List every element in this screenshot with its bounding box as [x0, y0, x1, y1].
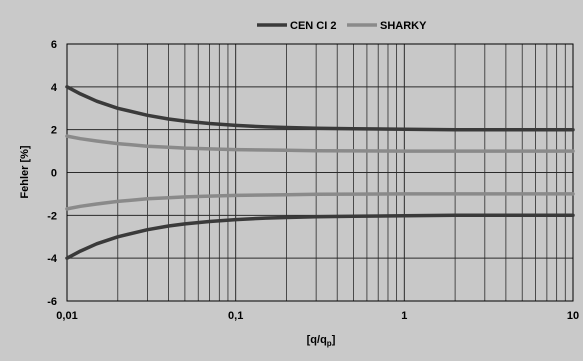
series-line-sharky: [65, 134, 575, 153]
series-line-cen-ci-2: [65, 85, 575, 132]
y-axis-title: Fehler [%]: [19, 145, 31, 199]
series-line-sharky: [65, 192, 575, 211]
y-tick-label: -6: [47, 296, 57, 308]
x-axis-title: [q/qp]: [307, 334, 336, 348]
y-tick-label: 0: [51, 168, 57, 180]
series-layer: [65, 85, 575, 260]
legend: CEN CI 2 SHARKY: [257, 20, 427, 32]
legend-label-cen: CEN CI 2: [290, 20, 336, 32]
y-tick-label: -2: [47, 210, 57, 222]
x-tick-label: 1: [401, 310, 407, 322]
y-tick-label: 4: [51, 82, 58, 94]
y-tick-label: 6: [51, 39, 57, 51]
x-tick-label: 0,1: [228, 310, 243, 322]
y-tick-label: -4: [47, 253, 58, 265]
x-tick-label: 10: [567, 310, 579, 322]
legend-label-sharky: SHARKY: [380, 20, 427, 32]
series-line-cen-ci-2: [65, 213, 575, 260]
tick-labels: 0,01 0,1 1 10 -6 -4 -2 0 2 4 6: [47, 39, 579, 322]
plot-border: [66, 43, 574, 302]
x-tick-label: 0,01: [56, 310, 77, 322]
y-tick-label: 2: [51, 125, 57, 137]
